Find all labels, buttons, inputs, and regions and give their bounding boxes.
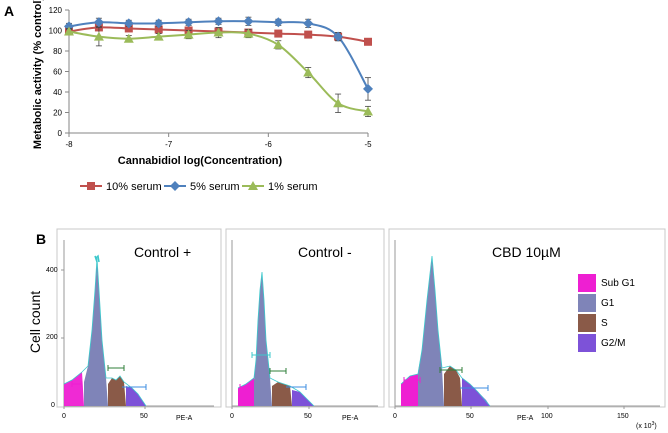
data-point: [64, 26, 74, 36]
data-point: [213, 16, 224, 27]
panel-b-label: B: [36, 231, 46, 247]
data-point: [303, 18, 314, 29]
legend-item-10pct: 10% serum: [80, 181, 162, 193]
data-point: [124, 24, 133, 33]
y-tick-label: 120: [49, 6, 63, 15]
y-tick-label: 40: [53, 88, 62, 97]
flow-title-control-plus: Control +: [134, 244, 191, 260]
flow-title-control-minus: Control -: [298, 244, 352, 260]
y-tick-label: 80: [53, 47, 62, 56]
data-point: [243, 28, 254, 38]
legend-label-10pct: 10% serum: [106, 181, 162, 193]
legend-label-1pct: 1% serum: [268, 181, 318, 193]
legend-item-1pct: 1% serum: [242, 181, 318, 193]
x-tick-0: 0: [230, 413, 234, 420]
x-tick-50: 50: [304, 413, 312, 420]
legend: 10% serum 5% serum 1% serum: [80, 181, 318, 193]
x-axis-label-pe-a: PE-A: [342, 415, 359, 422]
flow-legend-s: S: [601, 318, 608, 329]
data-point: [333, 31, 344, 42]
data-point: [363, 106, 373, 116]
data-point: [273, 17, 284, 28]
legend-swatch-g2m: [578, 334, 596, 352]
data-point: [363, 83, 373, 94]
data-point: [123, 18, 134, 29]
data-point: [303, 67, 314, 77]
x-tick-100: 100: [541, 413, 553, 420]
flow-histogram-cbd: 0 50 100 150 PE-A (x 103) CBD 10µM Sub G…: [393, 240, 660, 430]
y-tick-200: 200: [46, 334, 58, 341]
data-point: [153, 18, 164, 29]
x-tick-0: 0: [62, 413, 66, 420]
flow-title-cbd: CBD 10µM: [492, 244, 561, 260]
x-axis-label-pe-a: PE-A: [176, 415, 193, 422]
x-tick-50: 50: [140, 413, 148, 420]
legend-marker-diamond-icon: [170, 181, 180, 191]
series-1-serum: [64, 26, 373, 117]
legend-item-5pct: 5% serum: [164, 181, 240, 193]
flow-panel-control-minus-frame: [225, 228, 385, 408]
y-tick-label: 0: [58, 129, 63, 138]
flow-legend-g2m: G2/M: [601, 338, 625, 349]
legend-swatch-sub-g1: [578, 274, 596, 292]
legend-label-5pct: 5% serum: [190, 181, 240, 193]
data-point: [304, 30, 313, 39]
x-tick-label: -6: [265, 140, 273, 149]
panel-a-label: A: [4, 3, 14, 19]
data-point: [154, 25, 163, 34]
x-tick-label: -5: [364, 140, 372, 149]
flow-histogram-control-plus: 400 200 0 0 50 PE-A Control +: [46, 240, 214, 422]
x-tick-label: -7: [165, 140, 173, 149]
y-tick-0: 0: [51, 402, 55, 409]
x-axis-title: Cannabidiol log(Concentration): [118, 155, 283, 167]
data-point: [243, 16, 254, 27]
x-tick-label: -8: [65, 140, 73, 149]
x-axis-label-pe-a: PE-A: [517, 415, 534, 422]
x-multiplier: (x 103): [636, 421, 657, 430]
legend-swatch-g1: [578, 294, 596, 312]
x-tick-150: 150: [617, 413, 629, 420]
flow-legend-g1: G1: [601, 298, 615, 309]
data-point: [273, 39, 284, 49]
data-point: [123, 33, 134, 43]
flow-legend: Sub G1 G1 S G2/M: [578, 274, 635, 352]
legend-marker-triangle-icon: [248, 181, 258, 190]
legend-marker-square-icon: [87, 182, 95, 190]
y-tick-400: 400: [46, 267, 58, 274]
flow-panel-cbd-frame: [388, 228, 666, 408]
data-point: [93, 17, 104, 28]
data-point: [93, 31, 104, 41]
data-point: [274, 29, 283, 38]
data-point: [64, 21, 74, 32]
cell-count-label: Cell count: [27, 291, 43, 353]
y-tick-label: 20: [53, 109, 62, 118]
data-point: [364, 37, 372, 46]
data-point: [183, 17, 194, 28]
y-tick-label: 100: [49, 27, 63, 36]
flow-histogram-control-minus: 0 50 PE-A Control -: [230, 240, 378, 422]
x-tick-50: 50: [466, 413, 474, 420]
legend-swatch-s: [578, 314, 596, 332]
series-line: [68, 30, 369, 113]
flow-panel-control-plus-frame: [56, 228, 222, 408]
data-point: [153, 31, 164, 41]
flow-legend-sub-g1: Sub G1: [601, 278, 635, 289]
data-point: [183, 29, 194, 39]
data-point: [333, 98, 344, 108]
series-5-serum: [64, 16, 373, 101]
data-point: [213, 27, 224, 37]
y-tick-label: 60: [53, 68, 62, 77]
y-axis-title: Metabolic activity (% control): [32, 0, 44, 149]
x-tick-0: 0: [393, 413, 397, 420]
panel-a-chart: 0 20 40 60 80 100 120 -8 -7 -6 -5: [49, 6, 373, 149]
